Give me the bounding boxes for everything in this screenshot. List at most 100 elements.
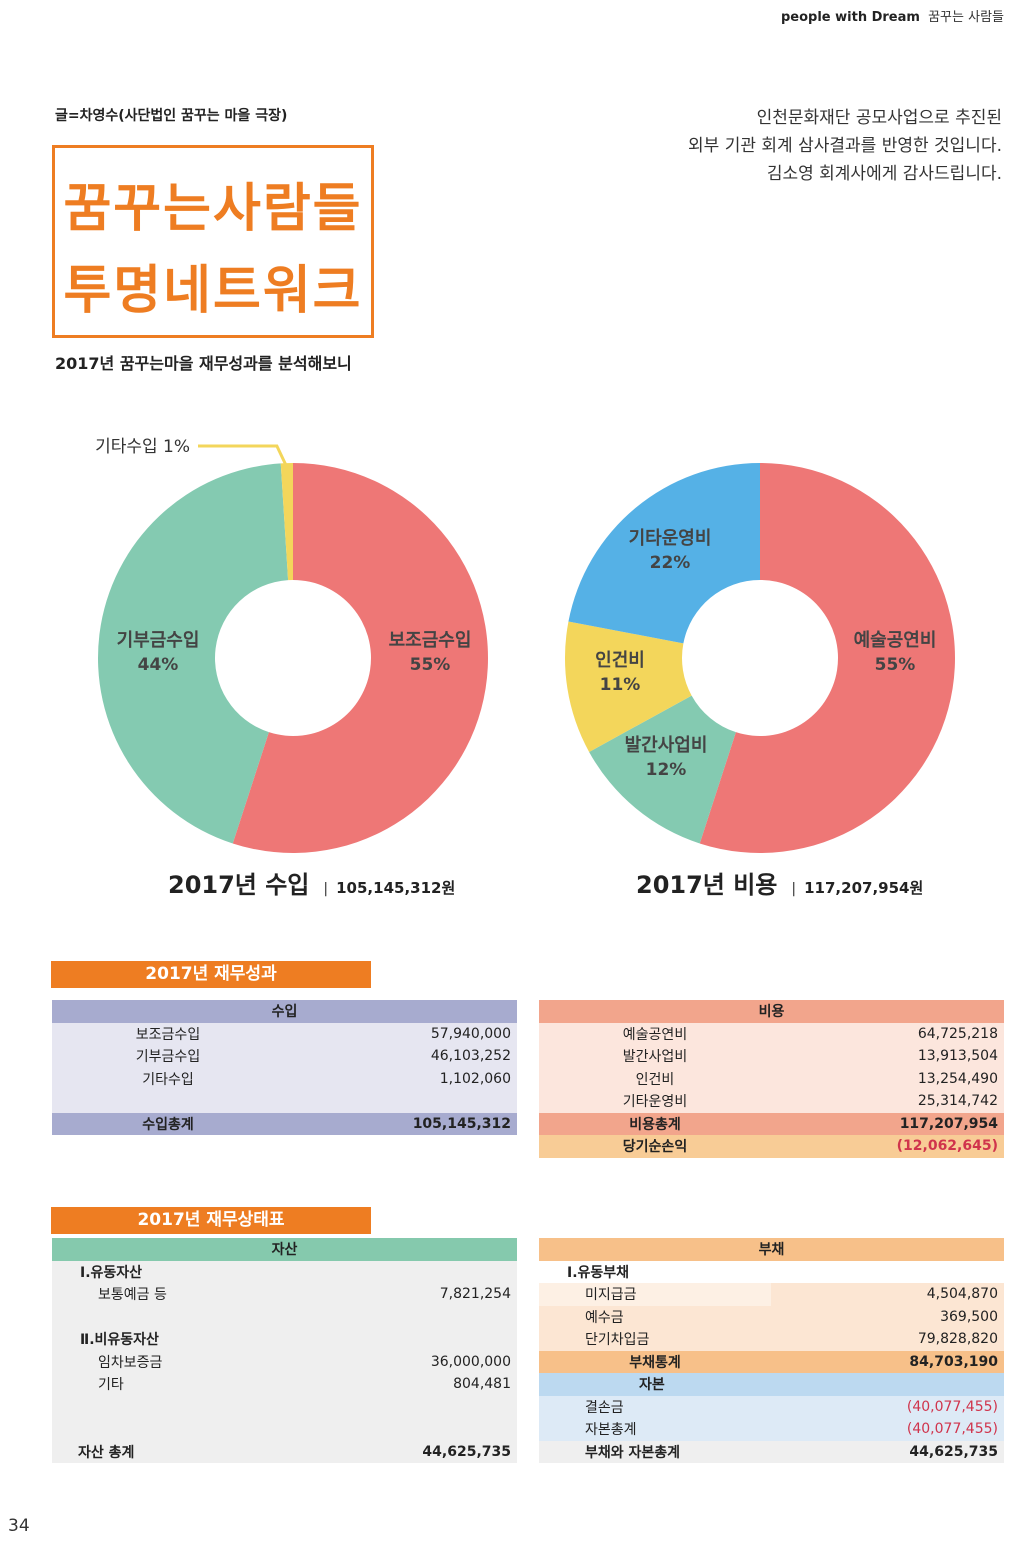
slice-기타운영비 [568, 463, 760, 644]
table-row: 기부금수입 46,103,252 [52, 1045, 517, 1068]
header-brand: people with Dream [780, 10, 920, 25]
assets-header: 자산 [271, 1242, 298, 1259]
perf-heading: 2017년 재무성과 [51, 961, 371, 988]
row-label: 인건비 [635, 1071, 675, 1088]
expense-header-row: 비용 [539, 1000, 1004, 1023]
income-total-value: 105,145,312 [412, 1115, 511, 1132]
slice-pct-예술공연비: 55% [875, 655, 916, 675]
spacer-row [52, 1418, 517, 1441]
income-header-row: 수입 [52, 1000, 517, 1023]
row-value: 804,481 [453, 1376, 511, 1393]
callout-line [198, 444, 289, 468]
running-header: people with Dream 꿈꾸는 사람들 [781, 6, 1004, 25]
row-value: 7,821,254 [439, 1286, 511, 1303]
row-value: (40,077,455) [906, 1421, 998, 1438]
row-label: 기타 [98, 1377, 124, 1394]
slice-pct-기타운영비: 22% [650, 553, 691, 573]
slice-label-보조금수입: 보조금수입 [389, 629, 472, 651]
grand-total-row: 부채와 자본총계 44,625,735 [539, 1440, 1004, 1463]
table-row: 보조금수입 57,940,000 [52, 1022, 517, 1045]
row-value: 1,102,060 [439, 1070, 511, 1087]
slice-label-예술공연비: 예술공연비 [854, 630, 937, 651]
byline: 글=차영수(사단법인 꿈꾸는 마을 극장) [55, 108, 288, 124]
row-value: 369,500 [940, 1308, 998, 1325]
expense-header: 비용 [758, 1004, 785, 1021]
table-row: 기타수입 1,102,060 [52, 1067, 517, 1090]
liabilities-total-label: 부채통계 [629, 1354, 681, 1371]
slice-label-기타수입: 기타수입 1% [95, 437, 190, 457]
row-value: 25,314,742 [917, 1093, 998, 1110]
slice-pct-인건비: 11% [600, 675, 641, 695]
row-value: 13,913,504 [917, 1048, 998, 1065]
assets-total-value: 44,625,735 [422, 1443, 511, 1460]
row-label: 보조금수입 [135, 1026, 201, 1043]
income-total-label: 수입총계 [142, 1116, 194, 1133]
slice-발간사업비 [589, 695, 736, 844]
row-value: 4,504,870 [771, 1283, 1004, 1306]
note-line-3: 김소영 회계사에게 감사드립니다. [766, 164, 1002, 184]
header-section: 꿈꾸는 사람들 [928, 10, 1004, 25]
table-row: Ⅰ.유동부채 [539, 1260, 1004, 1283]
note-line-2: 외부 기관 회계 삼사결과를 반영한 것입니다. [688, 136, 1002, 156]
income-chart-total: 105,145,312원 [336, 879, 456, 897]
expense-chart-caption: 2017년 비용 | 117,207,954원 [636, 871, 924, 899]
net-income-row: 당기순손익 (12,062,645) [539, 1135, 1004, 1158]
table-row: Ⅱ.비유동자산 [52, 1328, 517, 1351]
current-liabilities-label: Ⅰ.유동부채 [567, 1264, 630, 1281]
expense-chart-total: 117,207,954원 [804, 879, 924, 897]
table-row: 기타 804,481 [52, 1373, 517, 1396]
table-row: 인건비 13,254,490 [539, 1067, 1004, 1090]
slice-label-인건비: 인건비 [595, 650, 645, 671]
row-label: 발간사업비 [622, 1049, 688, 1066]
title-line-1: 꿈꾸는사람들 [63, 179, 363, 239]
note-line-1: 인천문화재단 공모사업으로 추진된 [756, 108, 1002, 128]
equity-header-row: 자본 [539, 1373, 1004, 1396]
income-header: 수입 [271, 1004, 298, 1021]
slice-예술공연비 [699, 463, 956, 853]
expense-total-label: 비용총계 [629, 1116, 681, 1133]
row-label: 자본총계 [585, 1422, 637, 1439]
liabilities-header-row: 부채 [539, 1238, 1004, 1261]
expense-table: 비용 예술공연비 64,725,218 발간사업비 13,913,504 인건비… [539, 1000, 1004, 1158]
row-label: 기타운영비 [622, 1094, 688, 1111]
grand-total-value: 44,625,735 [909, 1443, 998, 1460]
spacer-row [52, 1305, 517, 1328]
net-income-value: (12,062,645) [896, 1138, 998, 1155]
subtitle: 2017년 꿈꾸는마을 재무성과를 분석해보니 [55, 354, 352, 373]
income-total-row: 수입총계 105,145,312 [52, 1112, 517, 1135]
row-label: 예술공연비 [622, 1026, 688, 1043]
slice-label-발간사업비: 발간사업비 [625, 735, 708, 756]
slice-보조금수입 [232, 463, 488, 853]
income-chart-title: 2017년 수입 [168, 871, 310, 899]
slice-label-기타운영비: 기타운영비 [629, 528, 712, 549]
slice-pct-보조금수입: 55% [410, 655, 451, 675]
liabilities-table: 부채 Ⅰ.유동부채 미지급금 4,504,870 예수금 369,500 단기차… [539, 1238, 1004, 1463]
row-label: 미지급금 [539, 1283, 771, 1306]
table-row: Ⅰ.유동자산 [52, 1260, 517, 1283]
assets-header-row: 자산 [52, 1238, 517, 1261]
slice-pct-기부금수입: 44% [138, 655, 179, 675]
balance-heading: 2017년 재무상태표 [51, 1207, 371, 1234]
slice-pct-발간사업비: 12% [646, 760, 687, 780]
liabilities-total-value: 84,703,190 [909, 1353, 998, 1370]
table-row: 임차보증금 36,000,000 [52, 1350, 517, 1373]
row-label: 임차보증금 [98, 1354, 163, 1371]
table-row: 발간사업비 13,913,504 [539, 1045, 1004, 1068]
table-row: 기타운영비 25,314,742 [539, 1090, 1004, 1113]
table-row: 자본총계 (40,077,455) [539, 1418, 1004, 1441]
row-label: 기부금수입 [135, 1049, 201, 1066]
slice-label-기부금수입: 기부금수입 [117, 629, 200, 651]
expense-total-value: 117,207,954 [899, 1115, 998, 1132]
row-label: 보통예금 등 [98, 1287, 167, 1304]
equity-header: 자본 [639, 1377, 665, 1394]
net-income-label: 당기순손익 [622, 1139, 688, 1156]
spacer-row [52, 1395, 517, 1418]
table-row: 보통예금 등 7,821,254 [52, 1283, 517, 1306]
donut-charts: 보조금수입 55% 기부금수입 44% 기타수입 1% 예술공연비 55% 발간사업비 12% 인… [95, 437, 956, 853]
row-label: 예수금 [585, 1309, 624, 1326]
intro-note: 인천문화재단 공모사업으로 추진된 외부 기관 회계 삼사결과를 반영한 것입니… [688, 104, 1002, 188]
row-value: 36,000,000 [430, 1353, 511, 1370]
slice-인건비 [565, 621, 692, 752]
title-box: 꿈꾸는사람들 투명네트워크 [52, 145, 374, 338]
assets-total-row: 자산 총계 44,625,735 [52, 1440, 517, 1463]
